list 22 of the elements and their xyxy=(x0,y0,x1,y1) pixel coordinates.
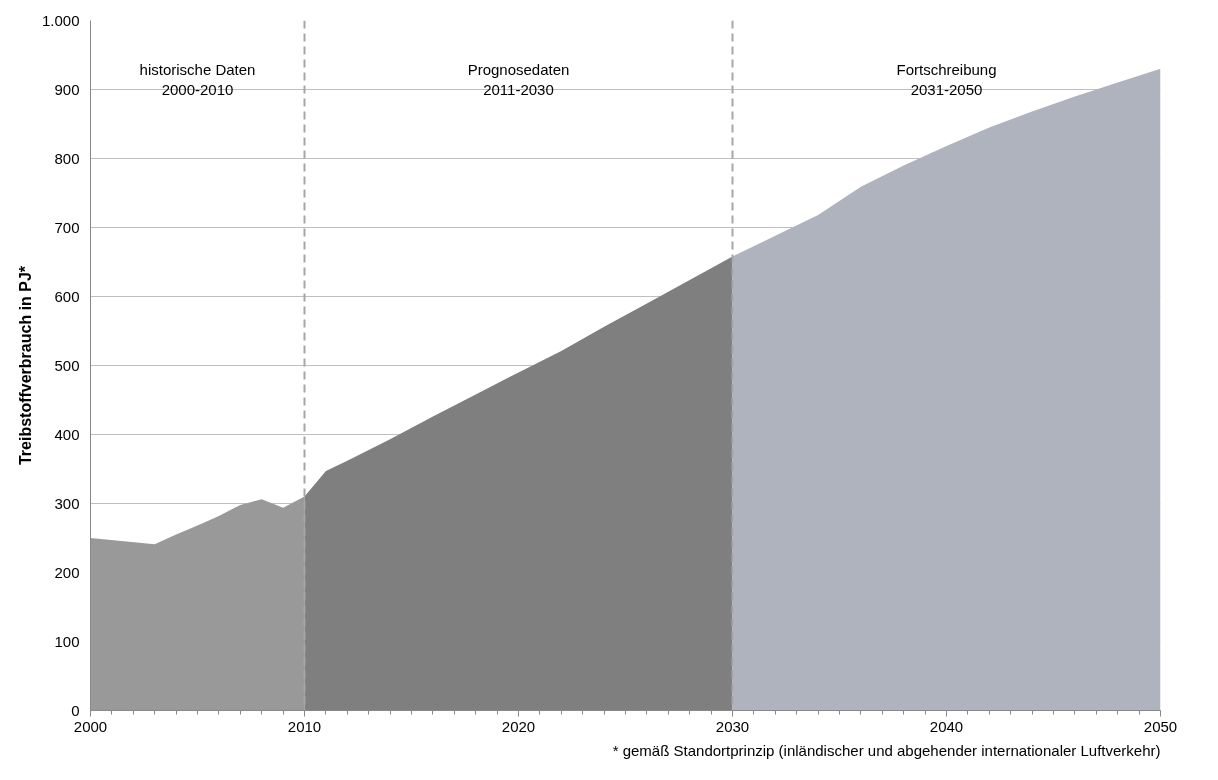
y-tick-label: 0 xyxy=(71,701,80,719)
y-tick-label: 800 xyxy=(54,149,80,167)
y-tick-label: 1.000 xyxy=(41,11,80,29)
x-tick-label: 2010 xyxy=(287,717,322,735)
y-tick-label: 400 xyxy=(54,425,80,443)
y-axis-title: Treibstoffverbrauch in PJ* xyxy=(16,265,34,466)
y-tick-label: 200 xyxy=(54,563,80,581)
y-tick-label: 900 xyxy=(54,80,80,98)
x-tick-label: 2030 xyxy=(715,717,750,735)
x-tick-label: 2040 xyxy=(929,717,964,735)
x-tick-label: 2020 xyxy=(501,717,536,735)
annotation: Prognosedaten 2011-2030 xyxy=(467,60,570,98)
y-tick-label: 500 xyxy=(54,356,80,374)
y-tick-label: 100 xyxy=(54,632,80,650)
x-tick-label: 2050 xyxy=(1143,717,1178,735)
text: * gemäß Standortprinzip (inländischer und abgehender internationaler Luftverkehr) xyxy=(612,741,1161,759)
y-tick-label: 300 xyxy=(54,494,80,512)
y-tick-label: 700 xyxy=(54,218,80,236)
annotation: Fortschreibung 2031-2050 xyxy=(896,60,997,98)
x-tick-label: 2000 xyxy=(73,717,108,735)
annotation: historische Daten 2000-2010 xyxy=(139,60,256,98)
y-tick-label: 600 xyxy=(54,287,80,305)
